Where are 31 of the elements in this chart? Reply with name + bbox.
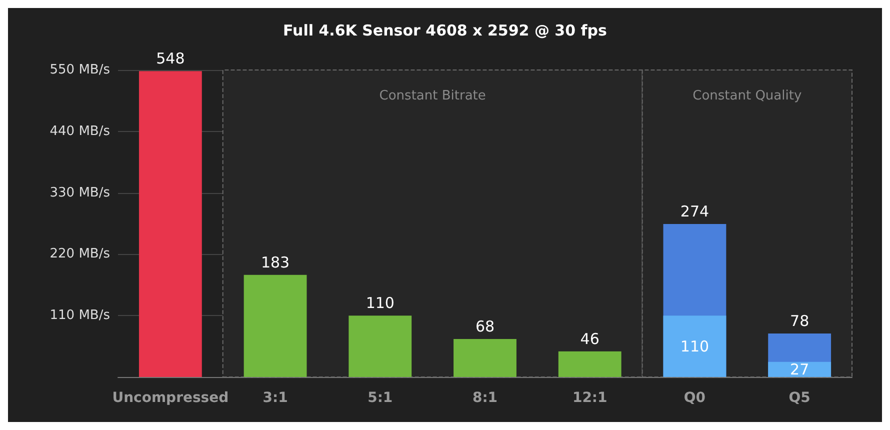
bar: [558, 351, 622, 377]
y-tick-label: 220 MB/s: [50, 246, 110, 262]
y-tick-label: 110 MB/s: [50, 308, 110, 324]
x-tick-label: Q0: [684, 390, 706, 406]
bar: [663, 316, 726, 377]
x-tick-label: 5:1: [368, 390, 393, 406]
y-tick-label: 440 MB/s: [50, 124, 110, 139]
data-label: 183: [260, 253, 290, 272]
y-tick-label: 330 MB/s: [50, 185, 110, 200]
y-tick-label: 550 MB/s: [50, 62, 110, 78]
data-label: 78: [790, 312, 810, 330]
bar: [454, 339, 516, 377]
bar: [768, 362, 832, 377]
data-label: 548: [156, 50, 185, 68]
band-label: Constant Quality: [692, 88, 802, 104]
bar: [138, 71, 202, 377]
x-tick-label: Q5: [788, 390, 810, 406]
data-label: 27: [790, 360, 810, 378]
x-tick-label: 3:1: [262, 390, 288, 406]
data-label: 274: [680, 202, 710, 221]
data-label: 46: [580, 330, 600, 348]
data-label: 110: [366, 294, 394, 312]
chart-title: Full 4.6K Sensor 4608 x 2592 @ 30 fps: [283, 22, 608, 40]
data-label: 68: [475, 318, 495, 336]
x-tick-label: Uncompressed: [112, 390, 229, 406]
bar: [348, 316, 412, 377]
x-tick-label: 12:1: [572, 390, 608, 406]
band-label: Constant Bitrate: [379, 88, 486, 104]
x-tick-label: 8:1: [472, 390, 498, 406]
data-label: 110: [680, 337, 710, 356]
bar: [244, 274, 307, 377]
